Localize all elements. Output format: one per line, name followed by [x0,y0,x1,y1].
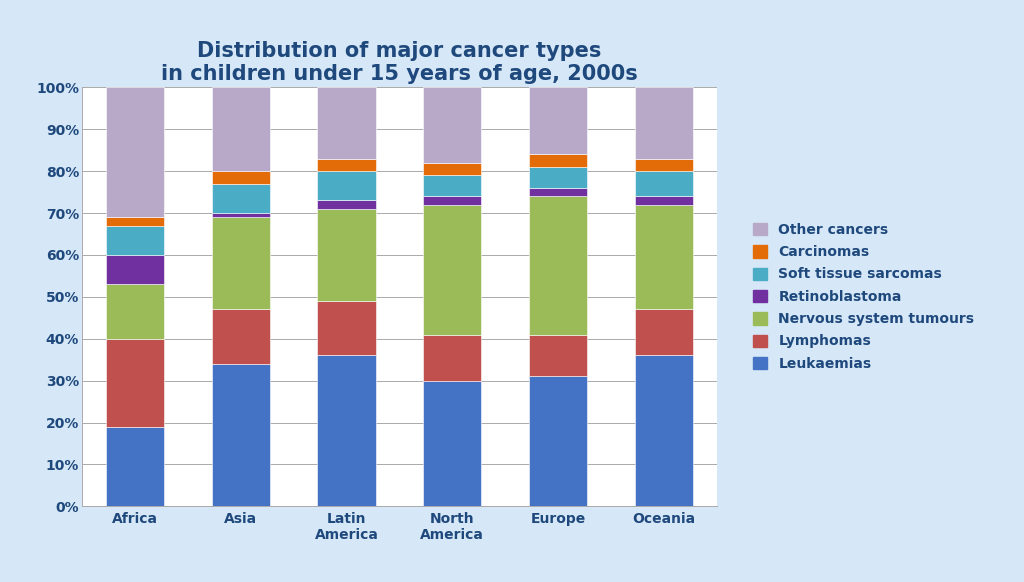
Bar [423,335,481,381]
Bar [105,217,164,226]
Bar [212,310,269,364]
Bar [635,87,693,158]
Bar [105,284,164,339]
Bar [105,255,164,284]
Bar [635,356,693,506]
Bar [635,171,693,196]
Bar [529,167,587,188]
Bar [423,381,481,506]
Bar [105,226,164,255]
Bar [529,196,587,335]
Bar [317,171,376,200]
Bar [317,200,376,209]
Bar [635,196,693,205]
Bar [212,184,269,213]
Bar [635,158,693,171]
Bar [317,87,376,158]
Bar [423,87,481,163]
Bar [317,209,376,301]
Bar [529,188,587,196]
Bar [635,310,693,356]
Bar [529,335,587,377]
Bar [212,87,269,171]
Bar [105,427,164,506]
Bar [212,171,269,184]
Bar [212,217,269,310]
Bar [529,154,587,167]
Text: Distribution of major cancer types
in children under 15 years of age, 2000s: Distribution of major cancer types in ch… [161,41,638,84]
Legend: Other cancers, Carcinomas, Soft tissue sarcomas, Retinoblastoma, Nervous system : Other cancers, Carcinomas, Soft tissue s… [750,219,979,375]
Bar [423,196,481,205]
Bar [317,158,376,171]
Bar [317,301,376,356]
Bar [212,213,269,217]
Bar [212,364,269,506]
Bar [423,163,481,175]
Bar [423,205,481,335]
Bar [105,339,164,427]
Bar [423,175,481,196]
Bar [635,205,693,310]
Bar [529,87,587,154]
Bar [317,356,376,506]
Bar [529,377,587,506]
Bar [105,87,164,217]
